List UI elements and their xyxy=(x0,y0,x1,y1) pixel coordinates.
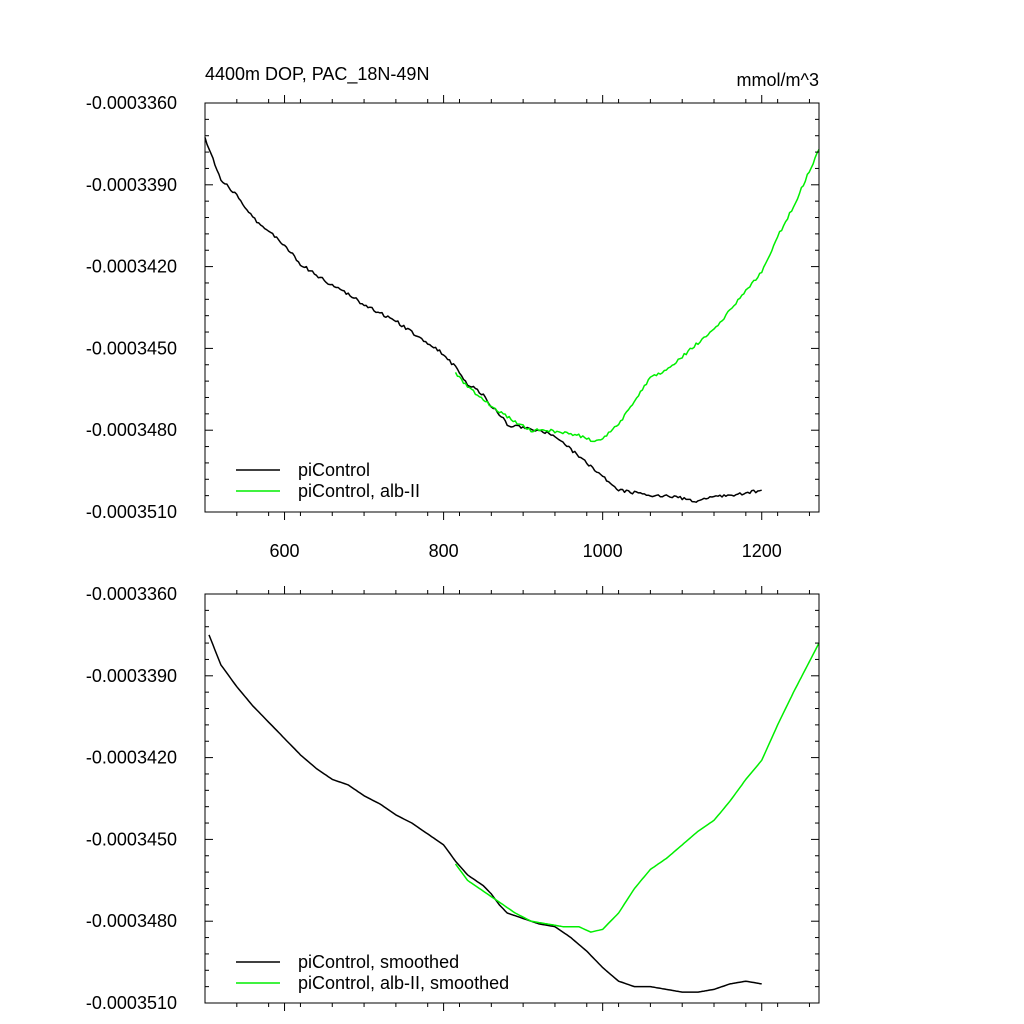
series-line-picontrol-alb-ii xyxy=(454,149,820,443)
x-tick-label: 800 xyxy=(429,541,459,561)
y-tick-label: -0.0003360 xyxy=(86,93,177,113)
plot-frame xyxy=(204,593,820,1004)
series-line-picontrol-smoothed xyxy=(208,634,762,993)
units-label: mmol/m^3 xyxy=(737,70,819,90)
legend-label: piControl, smoothed xyxy=(298,952,459,972)
y-tick-label: -0.0003420 xyxy=(86,748,177,768)
legend-label: piControl, alb-II, smoothed xyxy=(298,973,509,993)
y-tick-label: -0.0003510 xyxy=(86,993,177,1013)
y-tick-label: -0.0003390 xyxy=(86,175,177,195)
top-panel: -0.0003360 -0.0003390 -0.0003420 -0.0003450… xyxy=(86,93,820,561)
y-tick-label: -0.0003390 xyxy=(86,666,177,686)
y-tick-label: -0.0003450 xyxy=(86,338,177,358)
series-line-picontrol-alb-ii-smoothed xyxy=(454,642,820,933)
chart-title: 4400m DOP, PAC_18N-49N xyxy=(205,64,429,85)
y-tick-label: -0.0003360 xyxy=(86,584,177,604)
y-tick-label: -0.0003480 xyxy=(86,420,177,440)
series-line-picontrol xyxy=(204,137,762,503)
bottom-panel: -0.0003360 -0.0003390 -0.0003420 -0.0003450… xyxy=(86,584,820,1013)
plot-frame xyxy=(204,102,820,513)
x-tick-label: 600 xyxy=(270,541,300,561)
y-tick-label: -0.0003420 xyxy=(86,257,177,277)
legend-label: piControl xyxy=(298,460,370,480)
y-tick-label: -0.0003480 xyxy=(86,911,177,931)
x-tick-label: 1000 xyxy=(583,541,623,561)
y-tick-label: -0.0003510 xyxy=(86,502,177,522)
x-tick-label: 1200 xyxy=(742,541,782,561)
y-tick-label: -0.0003450 xyxy=(86,829,177,849)
legend-label: piControl, alb-II xyxy=(298,481,420,501)
